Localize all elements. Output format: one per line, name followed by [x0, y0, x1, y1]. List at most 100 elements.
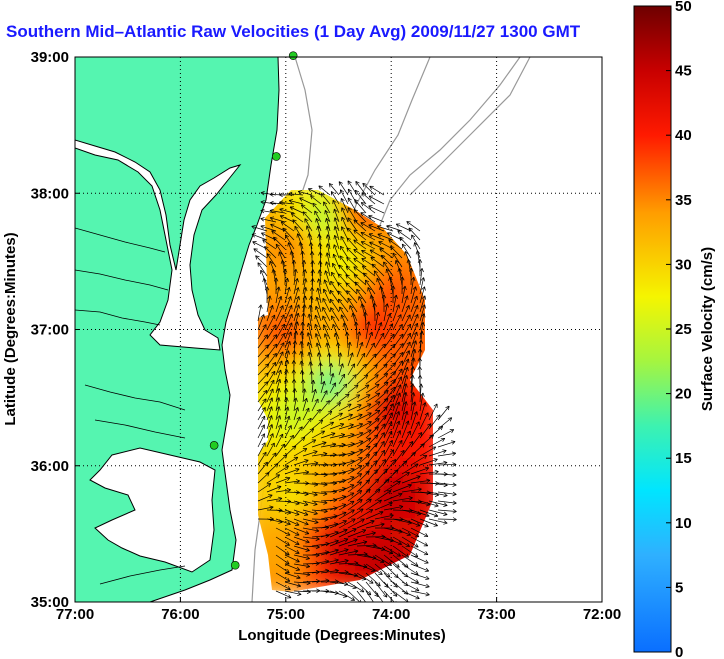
- velocity-arrow-head: [279, 379, 282, 384]
- velocity-arrow: [338, 363, 344, 376]
- velocity-arrow: [390, 246, 403, 259]
- velocity-arrow: [300, 341, 304, 358]
- velocity-arrow-head: [282, 227, 285, 232]
- velocity-arrow: [428, 500, 448, 506]
- velocity-arrow: [419, 295, 426, 313]
- velocity-arrow: [374, 545, 394, 554]
- velocity-arrow: [329, 402, 341, 412]
- velocity-arrow: [282, 227, 295, 241]
- velocity-arrow: [302, 388, 306, 403]
- velocity-arrow-head: [425, 586, 430, 589]
- velocity-arrow: [410, 467, 429, 475]
- velocity-arrow: [280, 221, 295, 232]
- velocity-arrow: [302, 536, 320, 540]
- velocity-arrow-head: [347, 217, 352, 220]
- velocity-arrow-head: [395, 411, 400, 415]
- velocity-arrow: [365, 488, 381, 502]
- velocity-arrow-head: [273, 237, 275, 242]
- velocity-arrow-head: [310, 195, 315, 197]
- velocity-arrow-head: [279, 351, 284, 355]
- velocity-arrow-head: [308, 242, 312, 247]
- velocity-arrow-head: [267, 344, 269, 349]
- velocity-arrow-head: [317, 269, 320, 274]
- velocity-arrow: [323, 324, 331, 340]
- velocity-arrow-head: [333, 473, 337, 477]
- velocity-arrow-head: [443, 450, 447, 454]
- velocity-arrow: [275, 489, 291, 493]
- velocity-arrow-head: [415, 421, 420, 425]
- velocity-arrow-head: [277, 369, 282, 373]
- velocity-arrow: [338, 500, 355, 511]
- velocity-arrow-head: [323, 493, 328, 496]
- velocity-arrow: [369, 185, 385, 196]
- velocity-arrow: [392, 368, 403, 385]
- velocity-arrow-head: [263, 334, 268, 337]
- velocity-arrow-head: [305, 225, 308, 230]
- velocity-arrow-head: [286, 369, 289, 374]
- velocity-arrow: [301, 331, 304, 349]
- velocity-arrow: [298, 191, 313, 196]
- velocity-arrow: [311, 430, 325, 439]
- velocity-arrow-head: [353, 239, 356, 244]
- velocity-arrow-head: [361, 192, 364, 197]
- velocity-arrow: [437, 518, 457, 520]
- velocity-arrow-head: [403, 383, 407, 387]
- velocity-arrow-head: [275, 353, 277, 358]
- velocity-arrow-head: [334, 392, 339, 395]
- velocity-arrow-head: [411, 276, 415, 281]
- velocity-arrow-head: [289, 434, 294, 438]
- velocity-arrow: [410, 432, 423, 448]
- velocity-arrow-head: [345, 393, 350, 395]
- velocity-arrow-head: [333, 235, 335, 240]
- velocity-arrow-head: [416, 595, 420, 599]
- velocity-arrow-head: [298, 312, 300, 318]
- velocity-arrow: [365, 321, 370, 340]
- velocity-arrow: [311, 269, 314, 286]
- velocity-arrow: [251, 225, 268, 232]
- velocity-arrow: [353, 274, 367, 286]
- velocity-arrow-head: [371, 531, 376, 534]
- colorbar-label: Surface Velocity (cm/s): [699, 247, 716, 411]
- velocity-arrow-head: [318, 419, 323, 422]
- velocity-arrow-head: [368, 446, 371, 450]
- velocity-arrow: [365, 374, 379, 385]
- velocity-arrow: [284, 480, 300, 484]
- velocity-arrow: [329, 290, 340, 304]
- velocity-arrow-head: [355, 181, 360, 184]
- velocity-arrow: [365, 590, 374, 602]
- velocity-arrow-head: [331, 191, 335, 194]
- velocity-arrow: [293, 304, 300, 322]
- velocity-arrow-head: [411, 357, 415, 362]
- velocity-arrow: [284, 445, 297, 457]
- velocity-arrow: [284, 456, 298, 466]
- velocity-arrow-head: [263, 314, 265, 319]
- velocity-arrow: [419, 491, 439, 496]
- velocity-arrow: [392, 401, 400, 421]
- velocity-arrow: [437, 482, 457, 486]
- velocity-arrow-head: [277, 424, 282, 428]
- velocity-arrow-head: [267, 472, 270, 477]
- velocity-arrow-head: [326, 218, 330, 222]
- velocity-arrow-head: [426, 480, 431, 484]
- velocity-arrow-head: [419, 348, 423, 353]
- velocity-arrow-head: [350, 467, 355, 470]
- velocity-cell: [427, 434, 433, 450]
- velocity-arrow-head: [278, 496, 283, 499]
- velocity-arrow-head: [253, 248, 256, 253]
- velocity-arrow-head: [372, 557, 377, 560]
- velocity-arrow-head: [412, 366, 415, 371]
- velocity-arrow-head: [325, 550, 330, 553]
- velocity-arrow: [355, 321, 358, 340]
- velocity-arrow-head: [306, 539, 310, 543]
- velocity-arrow-head: [307, 233, 310, 238]
- velocity-arrow-head: [293, 369, 297, 374]
- velocity-arrow-head: [314, 510, 318, 515]
- velocity-arrow-head: [333, 253, 337, 257]
- velocity-arrow: [275, 581, 291, 590]
- velocity-arrow-head: [294, 388, 297, 393]
- velocity-arrow-head: [278, 406, 281, 411]
- velocity-arrow-head: [325, 568, 330, 571]
- velocity-arrow-head: [263, 461, 268, 464]
- velocity-arrow-head: [384, 381, 389, 384]
- velocity-arrow-head: [276, 378, 281, 383]
